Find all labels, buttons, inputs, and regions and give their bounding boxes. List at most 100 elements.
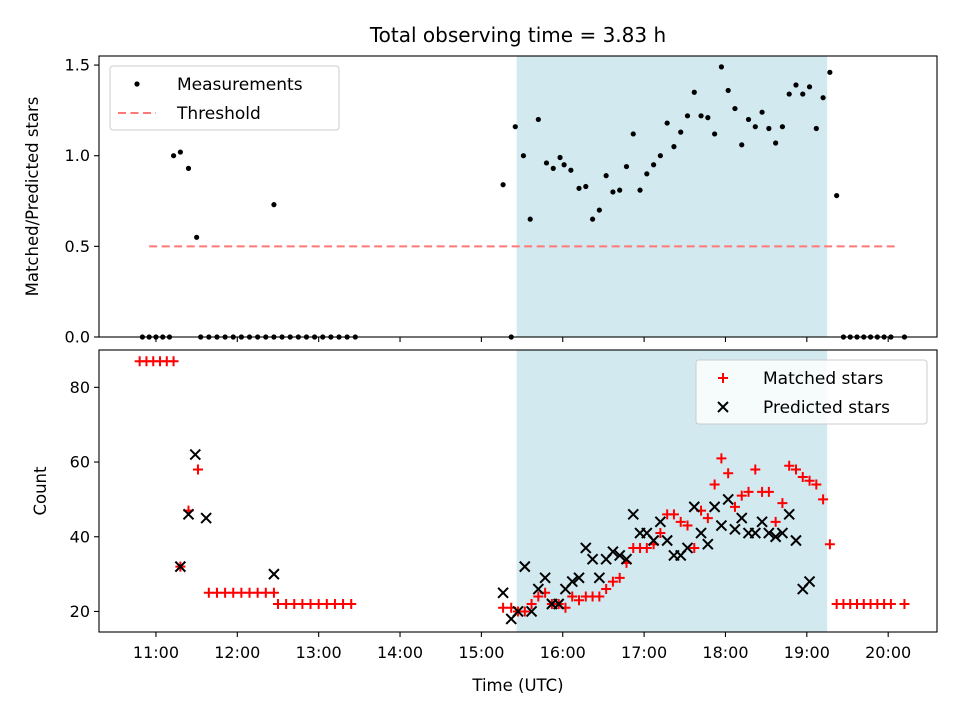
data-point (268, 587, 279, 598)
data-point (627, 508, 639, 521)
y-tick-label: 60 (70, 453, 90, 472)
data-point (759, 109, 765, 115)
data-point (593, 572, 606, 584)
data-point (568, 167, 574, 173)
x-tick-label: 16:00 (540, 643, 586, 662)
legend-marker (134, 81, 140, 87)
x-tick-label: 14:00 (377, 643, 423, 662)
data-point (750, 464, 761, 475)
data-point (756, 516, 768, 528)
data-point (271, 202, 277, 208)
data-point (594, 591, 605, 602)
data-point (586, 553, 599, 565)
legend-label: Matched stars (763, 369, 883, 389)
y-tick-label: 20 (70, 602, 90, 621)
data-point (790, 464, 801, 475)
data-point (709, 479, 720, 490)
series-2-2 (174, 448, 816, 625)
data-point (655, 528, 666, 539)
chart-title: Total observing time = 3.83 h (369, 23, 666, 47)
y-tick-label: 0.5 (65, 237, 90, 256)
data-point (661, 534, 673, 547)
data-point (182, 508, 195, 521)
y-tick-label: 0.0 (65, 328, 90, 347)
data-point (512, 124, 518, 130)
data-point (576, 185, 582, 191)
data-point (682, 520, 693, 531)
data-point (681, 542, 694, 554)
data-point (526, 598, 537, 609)
y-axis-label: Matched/Predicted stars (23, 97, 42, 297)
data-point (566, 575, 578, 588)
data-point (732, 105, 738, 112)
data-point (800, 91, 806, 97)
data-point (824, 539, 835, 550)
data-point (185, 165, 192, 171)
legend-label: Threshold (176, 104, 261, 124)
data-point (500, 182, 506, 188)
data-point (200, 512, 212, 524)
data-point (601, 584, 612, 595)
data-point (899, 598, 910, 609)
data-point (573, 572, 585, 584)
data-point (174, 560, 187, 573)
data-point (813, 125, 819, 132)
data-point (773, 140, 779, 146)
data-point (520, 153, 527, 159)
data-point (691, 89, 697, 95)
data-point (736, 490, 747, 501)
data-point (688, 501, 700, 513)
data-point (743, 486, 754, 497)
data-point (811, 479, 822, 490)
data-point (168, 356, 179, 367)
panel-1 (94, 55, 938, 342)
data-point (689, 542, 700, 553)
data-point (641, 542, 652, 553)
legend-2 (695, 359, 928, 425)
data-point (194, 234, 200, 240)
data-point (715, 519, 728, 532)
data-point (702, 538, 714, 550)
data-point (603, 173, 609, 179)
data-point (583, 183, 589, 190)
x-tick-label: 11:00 (133, 643, 179, 662)
data-point (630, 131, 636, 137)
axes-frame (98, 55, 938, 338)
data-point (647, 534, 660, 547)
data-point (512, 605, 524, 618)
data-point (769, 531, 782, 543)
data-point (752, 124, 758, 130)
data-point (797, 471, 808, 482)
data-point (192, 464, 203, 475)
data-point (533, 591, 544, 602)
data-point (684, 113, 691, 119)
data-point (637, 187, 643, 193)
data-point (803, 575, 816, 588)
data-point (820, 95, 826, 101)
data-point (698, 113, 704, 119)
data-point (613, 549, 626, 562)
data-point (806, 84, 813, 90)
data-point (596, 207, 602, 213)
data-point (346, 598, 357, 609)
shaded-span (516, 56, 828, 337)
data-point (654, 516, 667, 528)
data-point (567, 591, 578, 602)
legend-label: Measurements (177, 75, 303, 95)
data-point (763, 486, 774, 497)
data-point (716, 453, 727, 464)
data-point (525, 605, 538, 618)
x-tick-label: 20:00 (865, 643, 911, 662)
data-point (793, 82, 799, 88)
data-point (574, 595, 585, 606)
legend-label: Predicted stars (763, 398, 890, 418)
series-1-1 (139, 64, 908, 340)
data-point (790, 534, 802, 547)
x-tick-label: 12:00 (214, 643, 260, 662)
data-point (722, 493, 734, 506)
x-tick-label: 17:00 (621, 643, 667, 662)
data-point (532, 583, 545, 595)
legend-box (109, 65, 340, 131)
x-tick-label: 13:00 (296, 643, 342, 662)
